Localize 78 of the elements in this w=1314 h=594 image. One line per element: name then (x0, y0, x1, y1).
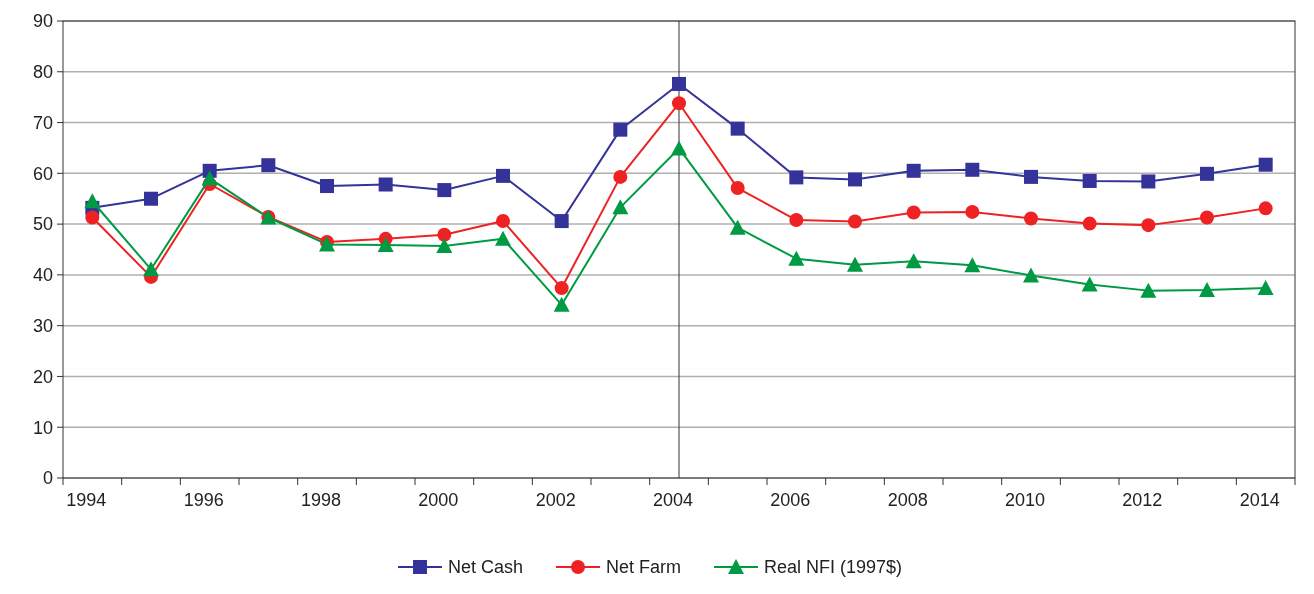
y-tick-label: 60 (32, 163, 53, 184)
point (612, 199, 629, 215)
point (613, 169, 628, 184)
point (496, 168, 510, 183)
point (848, 172, 862, 187)
point (437, 183, 452, 198)
legend-label: Net Farm (606, 557, 682, 578)
point (847, 256, 863, 272)
point (1082, 216, 1097, 231)
point (85, 210, 100, 225)
point (1081, 276, 1098, 292)
y-tick-label: 20 (32, 366, 53, 387)
point (965, 162, 980, 177)
point (1200, 166, 1214, 181)
point (788, 250, 805, 266)
x-tick-label: 1998 (300, 490, 342, 510)
x-tick-label: 2000 (418, 490, 459, 510)
y-tick-label: 30 (32, 315, 53, 336)
point (554, 214, 569, 229)
y-tick-label: 50 (32, 214, 53, 235)
point (906, 205, 921, 220)
x-tick-label: 2006 (770, 490, 811, 510)
point (143, 261, 159, 277)
point (730, 121, 745, 136)
point (1257, 280, 1274, 296)
point (84, 193, 101, 209)
point (613, 122, 628, 137)
x-tick-label: 2004 (652, 490, 694, 510)
point (906, 163, 921, 178)
x-tick-label: 1994 (66, 490, 107, 510)
point (1024, 211, 1038, 226)
point (1200, 210, 1214, 225)
point (905, 253, 922, 269)
y-tick-label: 40 (32, 265, 53, 286)
point (553, 296, 570, 312)
point (436, 237, 453, 253)
point (672, 76, 686, 91)
point (789, 213, 804, 228)
point (437, 227, 452, 242)
point (964, 257, 981, 273)
point (1258, 201, 1273, 216)
point (1024, 169, 1038, 184)
point (377, 236, 394, 252)
point (672, 96, 686, 111)
x-tick-label: 2012 (1122, 490, 1163, 510)
point (201, 170, 218, 186)
y-tick-label: 0 (42, 468, 53, 489)
point (378, 177, 393, 192)
point (1199, 282, 1215, 298)
y-tick-label: 10 (32, 417, 53, 438)
x-tick-label: 2010 (1004, 490, 1046, 510)
point (1140, 282, 1157, 298)
point (789, 170, 804, 185)
point (1258, 157, 1273, 172)
point (495, 230, 511, 246)
x-tick-label: 1996 (183, 490, 224, 510)
point (496, 214, 510, 229)
point (320, 179, 334, 194)
point (1082, 173, 1097, 188)
point (261, 158, 276, 173)
x-tick-label: 2008 (887, 490, 928, 510)
point (554, 281, 569, 296)
point (848, 214, 862, 229)
point (965, 204, 980, 219)
legend-label: Real NFI (1997$) (764, 557, 903, 578)
x-tick-label: 2014 (1239, 490, 1280, 510)
point (1141, 174, 1156, 189)
point (730, 181, 745, 196)
point (1023, 267, 1039, 283)
y-tick-label: 90 (32, 11, 53, 32)
legend-label: Net Cash (448, 557, 524, 578)
x-tick-label: 2002 (535, 490, 576, 510)
point (671, 140, 687, 156)
y-tick-label: 80 (32, 62, 53, 83)
point (729, 219, 746, 235)
y-tick-label: 70 (32, 112, 53, 133)
point (1141, 218, 1156, 233)
point (144, 191, 158, 206)
